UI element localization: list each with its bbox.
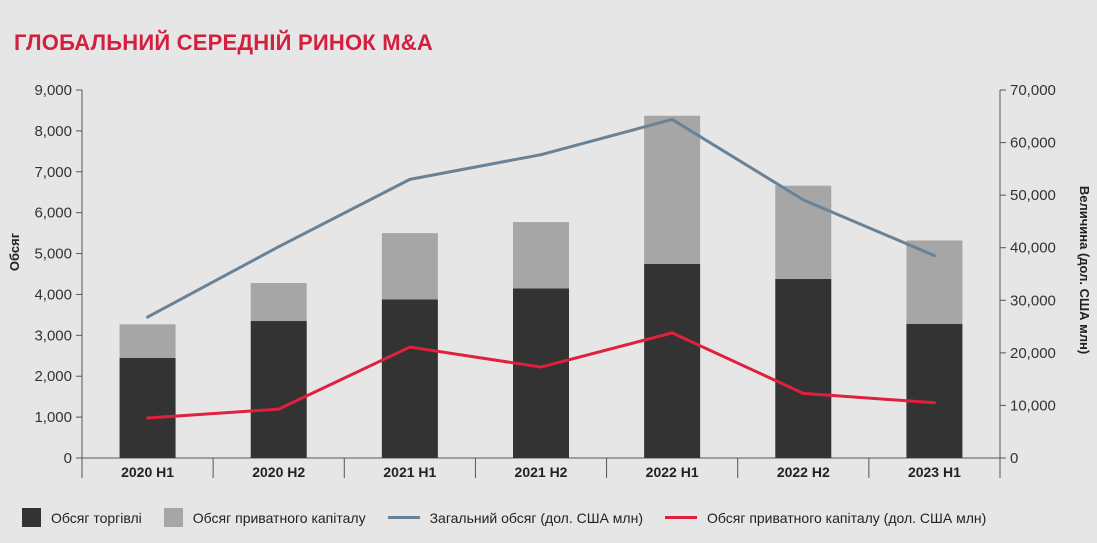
legend-swatch-private-equity	[163, 508, 183, 527]
y-tick-label: 8,000	[34, 123, 72, 140]
legend-label-total-value: Загальний обсяг (дол. США млн)	[429, 509, 643, 526]
chart-title: ГЛОБАЛЬНИЙ СЕРЕДНІЙ РИНОК M&A	[14, 30, 433, 55]
x-tick-label: 2022 H1	[646, 464, 699, 480]
y-tick-label: 5,000	[34, 246, 72, 263]
bar-strategic	[119, 357, 176, 458]
y2-tick-label: 40,000	[1010, 240, 1056, 257]
line-pe-value-point	[670, 331, 674, 335]
bar-private-equity	[644, 115, 701, 264]
legend: Обсяг торгівлі Обсяг приватного капіталу…	[22, 508, 1008, 527]
line-pe-value-point	[801, 391, 805, 395]
line-total-value-point	[277, 245, 281, 249]
bar-private-equity	[906, 240, 963, 324]
line-total-value-point	[539, 153, 543, 157]
bar-strategic	[775, 278, 832, 458]
y-tick-label: 6,000	[34, 205, 72, 222]
line-pe-value-point	[932, 401, 936, 405]
bar-strategic	[250, 321, 307, 458]
bar-private-equity	[381, 233, 438, 300]
bar-strategic	[906, 323, 963, 458]
line-total-value-point	[146, 315, 150, 319]
legend-label-pe-value: Обсяг приватного капіталу (дол. США млн)	[706, 509, 987, 526]
line-total-value-point	[670, 117, 674, 121]
chart: Обсяг Величина (дол. США млн) 0 1,000 2,00…	[7, 82, 1092, 480]
line-pe-value-point	[277, 407, 281, 411]
legend-item-total-value: Загальний обсяг (дол. США млн)	[387, 509, 643, 526]
legend-item-strategic: Обсяг торгівлі	[22, 508, 142, 527]
legend-label-private-equity: Обсяг приватного капіталу	[192, 509, 366, 526]
line-total-value-point	[408, 177, 412, 181]
line-pe-value-point	[146, 416, 150, 420]
line-total-value-point	[801, 198, 805, 202]
y-tick-label: 1,000	[34, 409, 72, 426]
y2-tick-label: 20,000	[1010, 345, 1056, 362]
bar-private-equity	[119, 324, 176, 358]
x-tick-label: 2021 H2	[515, 464, 568, 480]
legend-item-pe-value: Обсяг приватного капіталу (дол. США млн)	[664, 509, 987, 526]
line-pe-value-point	[539, 365, 543, 369]
y2-tick-label: 60,000	[1010, 135, 1056, 152]
bar-strategic	[381, 299, 438, 458]
bar-strategic	[644, 263, 701, 458]
x-tick-label: 2020 H2	[252, 464, 305, 480]
line-pe-value-point	[408, 345, 412, 349]
y2-tick-label: 70,000	[1010, 82, 1056, 99]
bar-strategic	[513, 288, 569, 458]
legend-item-private-equity: Обсяг приватного капіталу	[163, 508, 366, 527]
legend-swatch-strategic	[22, 508, 41, 527]
y-tick-label: 3,000	[34, 327, 72, 344]
y-tick-label: 7,000	[34, 164, 72, 181]
x-tick-label: 2020 H1	[121, 464, 174, 480]
legend-swatch-total-value	[387, 516, 420, 519]
y-axis-title: Обсяг	[7, 232, 22, 271]
y2-tick-label: 10,000	[1010, 397, 1056, 414]
bar-private-equity	[513, 222, 569, 289]
x-tick-label: 2021 H1	[383, 464, 436, 480]
line-total-value-point	[932, 254, 936, 258]
y2-tick-label: 50,000	[1010, 187, 1056, 204]
y2-tick-label: 30,000	[1010, 292, 1056, 309]
bar-private-equity	[250, 282, 307, 322]
y-tick-label: 0	[64, 450, 72, 467]
y2-tick-label: 0	[1010, 450, 1018, 467]
legend-swatch-pe-value	[664, 516, 697, 519]
y-tick-label: 9,000	[34, 82, 72, 99]
y-tick-label: 2,000	[34, 368, 72, 385]
y-tick-label: 4,000	[34, 286, 72, 303]
x-tick-label: 2022 H2	[777, 464, 830, 480]
x-tick-label: 2023 H1	[908, 464, 961, 480]
legend-label-strategic: Обсяг торгівлі	[51, 509, 142, 526]
y2-axis-title: Величина (дол. США млн)	[1077, 186, 1092, 354]
